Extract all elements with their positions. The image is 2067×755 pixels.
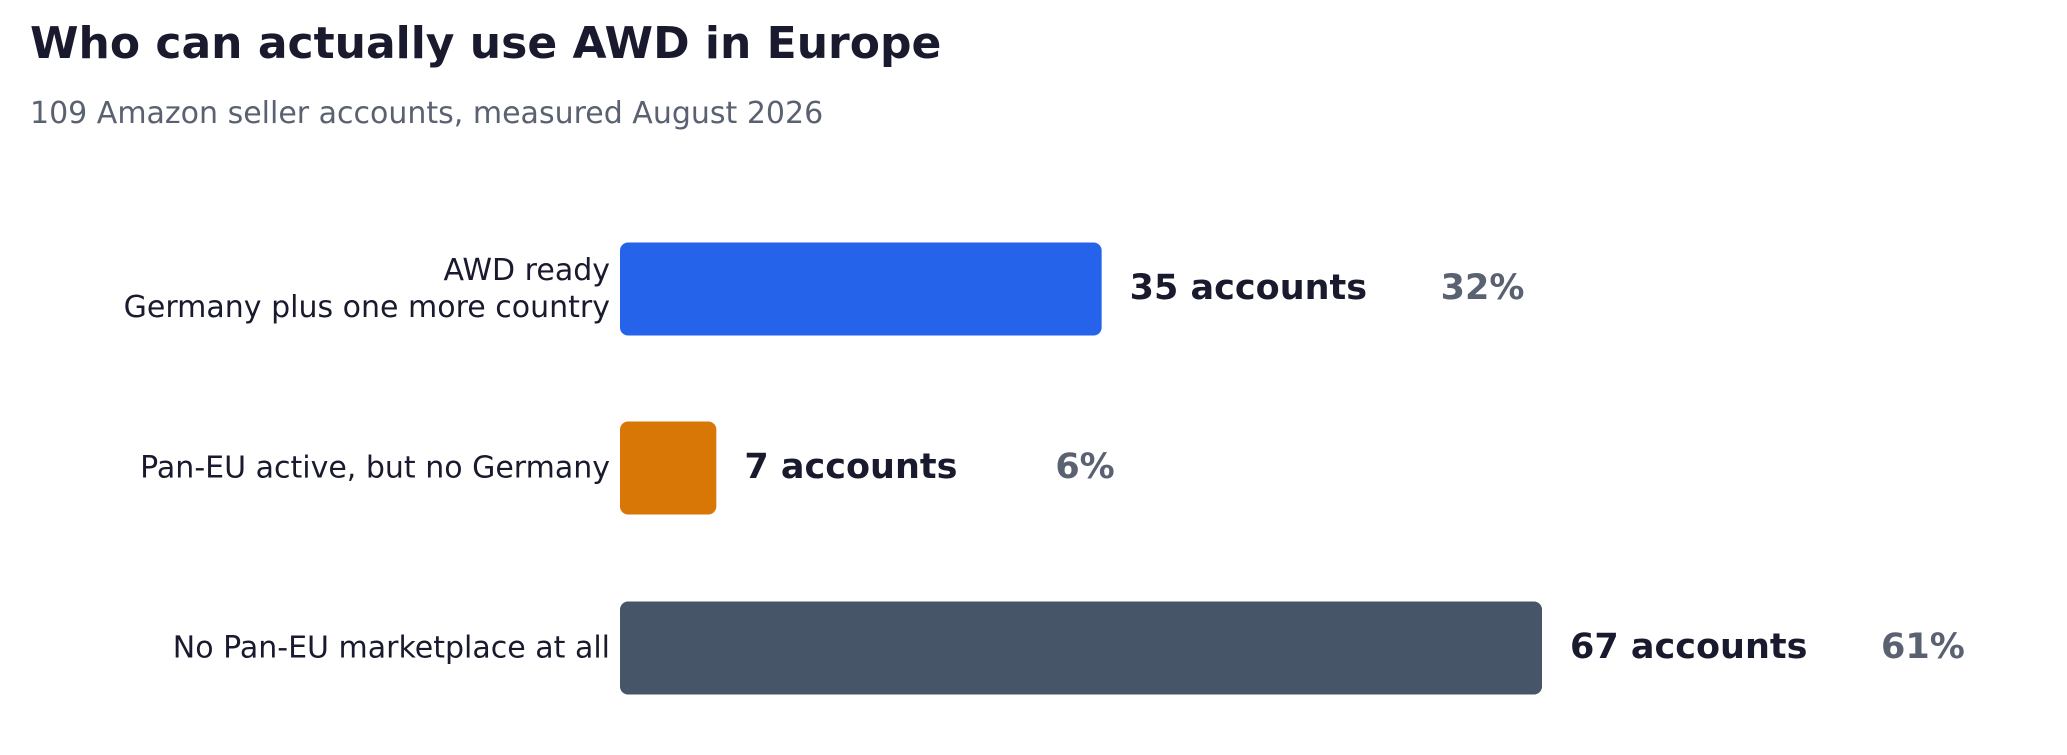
category-label: AWD ready Germany plus one more country: [123, 253, 610, 325]
share-label: 61%: [1881, 627, 1965, 667]
share-label: 6%: [1055, 447, 1114, 487]
value-label: 7 accounts: [744, 447, 957, 487]
category-label: Pan-EU active, but no Germany: [140, 450, 610, 486]
chart-subtitle: 109 Amazon seller accounts, measured Aug…: [30, 96, 824, 131]
bar: [620, 242, 1102, 336]
bar: [620, 421, 717, 515]
value-label: 67 accounts: [1570, 627, 1807, 667]
share-label: 32%: [1441, 268, 1525, 308]
category-label: No Pan-EU marketplace at all: [172, 630, 610, 666]
value-label: 35 accounts: [1130, 268, 1367, 308]
bar: [620, 601, 1542, 695]
chart-title: Who can actually use AWD in Europe: [30, 18, 942, 69]
